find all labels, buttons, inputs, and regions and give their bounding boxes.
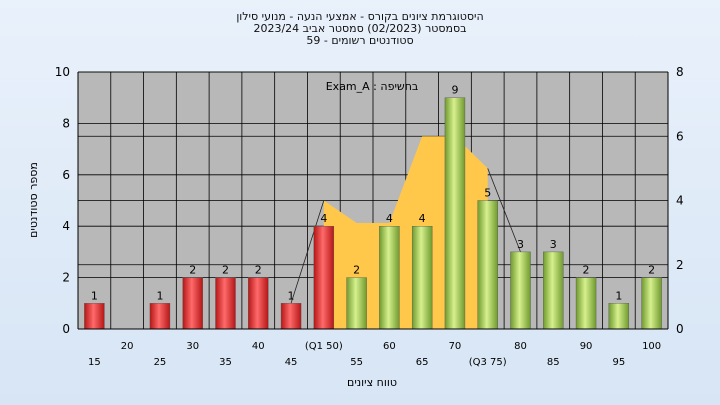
x-tick-label: 70	[449, 341, 462, 352]
chart-title-line-3: סטודנטים רשומים - 59	[306, 34, 414, 47]
bar-value-label: 1	[615, 289, 622, 302]
histogram-bar	[379, 225, 400, 330]
bar-value-label: 2	[189, 264, 196, 277]
x-tick-label: 60	[383, 341, 396, 352]
x-tick-label: 45	[285, 357, 298, 368]
area-connector-right	[487, 168, 521, 253]
bar-value-label: 9	[451, 84, 458, 97]
y-axis-title: מספר סטודנטים	[27, 162, 40, 238]
histogram-bar	[84, 303, 105, 330]
x-tick-label: 80	[514, 341, 527, 352]
x-tick-label: 55	[350, 357, 363, 368]
y2-tick-label: 8	[676, 65, 684, 79]
bar-value-label: 2	[583, 264, 590, 277]
histogram-bar	[411, 225, 433, 330]
bar-value-label: 1	[288, 289, 295, 302]
bar-value-label: 2	[222, 264, 229, 277]
x-tick-label: 95	[612, 357, 625, 368]
y-tick-label: 6	[62, 168, 70, 182]
histogram-bar	[477, 200, 498, 330]
x-tick-label: 35	[219, 357, 232, 368]
histogram-bar	[641, 277, 662, 330]
x-tick-label: 85	[547, 357, 560, 368]
histogram-bar	[575, 277, 597, 330]
x-tick-label: 25	[154, 357, 167, 368]
bar-value-label: 1	[156, 289, 163, 302]
x-tick-label: 30	[186, 341, 199, 352]
x-tick-label: (Q3 75)	[469, 357, 507, 368]
annotation-label: בחשיפה : Exam_A	[326, 80, 419, 93]
x-axis-title: טווח ציונים	[347, 376, 397, 389]
histogram-bar	[608, 303, 630, 330]
y-tick-label: 8	[62, 116, 70, 130]
histogram-bar	[543, 251, 564, 330]
histogram-bar	[215, 277, 236, 330]
histogram-bar	[182, 277, 203, 330]
y2-tick-label: 0	[676, 322, 684, 336]
bar-value-label: 4	[419, 212, 426, 225]
chart-title-line-1: היסטוגרמת ציונים בקורס - אמצעי הנעה - מנ…	[236, 10, 484, 23]
bar-value-label: 4	[386, 212, 393, 225]
value-label-layer: 1 1 2 2 2 1 4 2 4 4 9 5 3 3 2 1 2	[91, 84, 655, 303]
bar-value-label: 3	[517, 238, 524, 251]
y2-tick-label: 2	[676, 258, 684, 272]
histogram-bar	[149, 303, 171, 330]
bar-value-label: 4	[320, 212, 327, 225]
bar-value-label: 1	[91, 289, 98, 302]
y2-tick-label: 6	[676, 129, 684, 143]
x-tick-label: 65	[416, 357, 429, 368]
chart-title-line-2: בסמסטר (02/2023) סמסטר אביב 2023/24	[253, 22, 467, 35]
bar-value-label: 5	[484, 187, 491, 200]
area-connector-left	[290, 200, 325, 304]
y-tick-label: 2	[62, 271, 70, 285]
bar-value-label: 2	[255, 264, 262, 277]
y2-tick-label: 4	[676, 194, 684, 208]
histogram-bar	[444, 97, 466, 330]
y-tick-label: 4	[62, 219, 70, 233]
y-tick-label: 10	[55, 65, 70, 79]
x-tick-label: 100	[642, 341, 661, 352]
histogram-bar	[248, 277, 269, 330]
x-tick-label: 15	[88, 357, 101, 368]
x-tick-label: 90	[580, 341, 593, 352]
histogram-bar	[346, 277, 367, 330]
bar-value-label: 2	[353, 264, 360, 277]
bar-value-label: 2	[648, 264, 655, 277]
x-tick-label: (Q1 50)	[305, 341, 343, 352]
histogram-bar	[313, 225, 335, 330]
bar-value-label: 3	[550, 238, 557, 251]
histogram-bar	[510, 251, 531, 330]
y-tick-label: 0	[62, 322, 70, 336]
histogram-bar	[280, 303, 302, 330]
x-tick-label: 20	[121, 341, 134, 352]
x-tick-label: 40	[252, 341, 265, 352]
bar-layer	[84, 97, 662, 330]
